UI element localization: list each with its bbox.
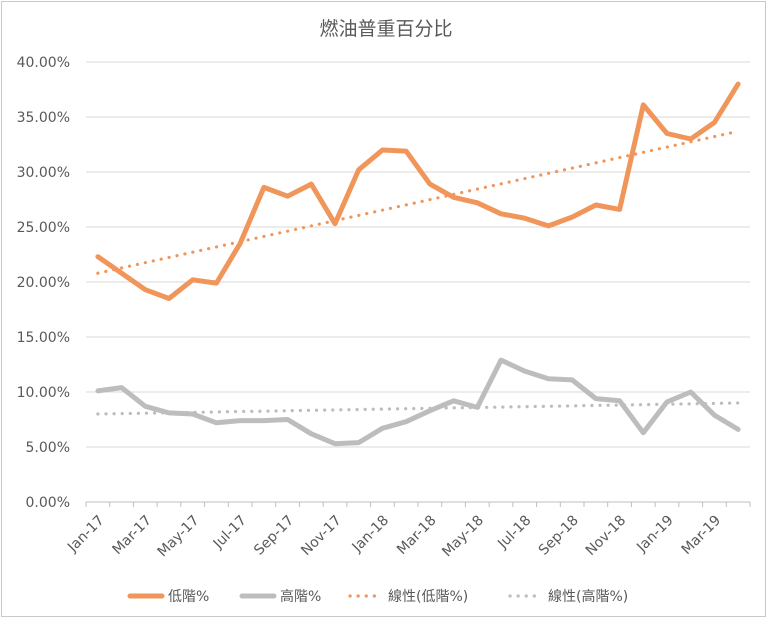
x-tick-label: May-18 [439,512,487,560]
data-point [357,441,361,445]
legend: 低階% 高階% 線性(低階%) 線性(高階%) [127,588,628,605]
legend-label: 線性(低階%) [388,589,468,605]
data-point [380,148,384,152]
data-point [570,378,574,382]
data-point [546,224,550,228]
x-tick-label: Nov-17 [298,512,345,559]
x-tick-label: Jan-19 [633,512,676,555]
data-point [309,182,313,186]
data-point [380,426,384,430]
y-tick-label: 20.00% [17,275,70,291]
data-point [167,297,171,301]
data-point [191,278,195,282]
data-point [286,418,290,422]
data-point [191,412,195,416]
trendline [96,401,740,416]
series-line [95,81,741,301]
x-tick-label: Mar-17 [110,512,156,558]
x-tick-label: Jul-18 [494,512,534,552]
legend-label: 線性(高階%) [548,588,628,605]
data-point [570,215,574,219]
data-point [546,377,550,381]
chart-title: 燃油普重百分比 [319,18,452,40]
data-point [262,419,266,423]
data-point [120,386,124,390]
data-point [475,405,479,409]
data-point [333,442,337,446]
data-point [428,182,432,186]
x-axis: Jan-17 Mar-17 May-17 Jul-17 Sep-17 Nov-17 Jan-… [64,502,751,560]
data-point [499,358,503,362]
data-point [641,103,645,107]
data-point [262,185,266,189]
y-axis: 0.00% 5.00% 10.00% 15.00% 20.00% 25.00% 30.00%… [17,55,70,511]
x-tick-label: Sep-18 [536,512,582,558]
data-point [238,419,242,423]
y-tick-label: 5.00% [26,440,70,456]
data-point [594,397,598,401]
x-tick-label: May-17 [155,512,203,560]
data-point [238,242,242,246]
data-point [143,404,147,408]
legend-label: 低階% [168,589,209,605]
data-point [712,413,716,417]
data-point [333,222,337,226]
data-point [523,216,527,220]
x-tick-label: Sep-17 [251,512,297,558]
x-tick-label: Mar-18 [394,512,440,558]
x-tick-label: Jan-17 [64,512,107,555]
data-point [618,207,622,211]
gridlines [86,61,750,503]
data-point [689,390,693,394]
data-point [120,271,124,275]
data-point [167,411,171,415]
data-point [404,149,408,153]
data-point [618,399,622,403]
data-point [214,421,218,425]
series-line [95,357,741,447]
data-point [689,137,693,141]
y-tick-label: 30.00% [17,165,70,181]
y-tick-label: 10.00% [17,385,70,401]
data-point [96,255,100,259]
x-tick-label: Jul-17 [210,512,250,552]
y-tick-label: 15.00% [17,330,70,346]
y-tick-label: 0.00% [26,495,70,511]
plot-area [95,81,741,447]
data-point [594,203,598,207]
y-tick-label: 25.00% [17,220,70,236]
data-point [286,194,290,198]
legend-label: 高階% [280,588,321,605]
data-point [428,409,432,413]
data-point [499,212,503,216]
data-point [475,201,479,205]
data-point [357,168,361,172]
data-point [736,82,740,86]
y-tick-label: 40.00% [17,55,70,71]
data-point [452,399,456,403]
data-point [96,389,100,393]
data-point [712,121,716,125]
trendline [96,129,740,275]
data-point [736,427,740,431]
data-point [641,431,645,435]
data-point [452,195,456,199]
data-point [309,432,313,436]
data-point [523,369,527,373]
x-tick-label: Jan-18 [349,512,392,555]
data-point [665,400,669,404]
data-point [404,420,408,424]
data-point [214,281,218,285]
x-tick-label: Mar-19 [679,512,725,558]
data-point [665,132,669,136]
data-point [143,288,147,292]
x-tick-label: Nov-18 [583,512,630,559]
y-tick-label: 35.00% [17,110,70,126]
